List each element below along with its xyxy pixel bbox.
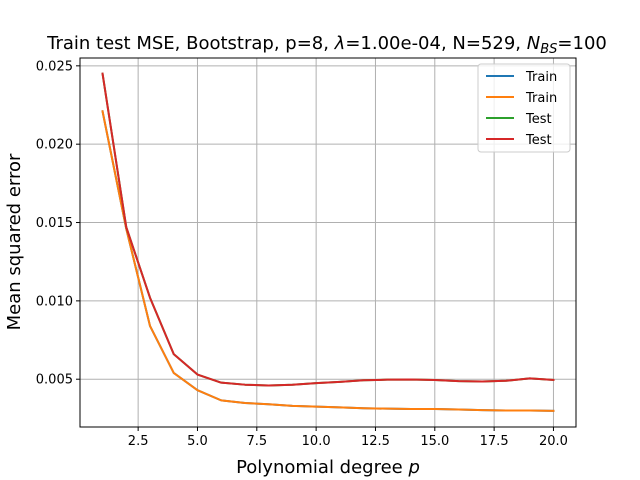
x-tick-label: 2.5 (128, 434, 149, 449)
x-axis-label-text: Polynomial degree (236, 457, 403, 478)
x-axis-ticks: 2.5 5.0 7.5 10.0 12.5 15.0 17.5 20.0 (128, 427, 568, 449)
title-prefix: Train test MSE, Bootstrap, p=8, (46, 33, 335, 54)
x-axis-label-var: p (407, 457, 419, 478)
legend: Train Train Test Test (477, 63, 571, 153)
y-axis-label: Mean squared error (4, 153, 25, 330)
y-tick-label: 0.025 (36, 59, 73, 74)
title-nbs-symbol: N (527, 33, 540, 54)
x-tick-label: 20.0 (539, 434, 568, 449)
series-line-3-test (101, 72, 555, 387)
series-line-1-train (101, 110, 555, 412)
title-lambda-symbol: λ (334, 33, 346, 54)
y-tick-label: 0.020 (36, 138, 73, 153)
y-tick-label: 0.010 (36, 294, 73, 309)
x-tick-label: 7.5 (246, 434, 267, 449)
legend-label-0: Train (525, 70, 557, 85)
plot-frame (79, 57, 577, 428)
legend-label-3: Test (525, 133, 552, 148)
title-nbs-subscript: BS (540, 42, 557, 57)
series-layer (101, 72, 555, 412)
x-tick-label: 15.0 (420, 434, 449, 449)
y-axis-ticks: 0.005 0.010 0.015 0.020 0.025 (36, 59, 80, 388)
y-tick-label: 0.005 (36, 373, 73, 388)
x-tick-label: 10.0 (302, 434, 331, 449)
y-tick-label: 0.015 (36, 216, 73, 231)
x-tick-label: 12.5 (361, 434, 390, 449)
x-tick-label: 17.5 (480, 434, 509, 449)
title-lambda-value: =1.00e-04, N=529, (345, 33, 526, 54)
legend-box (477, 63, 571, 153)
legend-label-1: Train (525, 91, 557, 106)
x-tick-label: 5.0 (187, 434, 208, 449)
chart-title: Train test MSE, Bootstrap, p=8, λ=1.00e-… (46, 33, 607, 57)
x-axis-label: Polynomial degree p (236, 457, 420, 478)
legend-label-2: Test (525, 112, 552, 127)
title-nbs-value: =100 (557, 33, 606, 54)
